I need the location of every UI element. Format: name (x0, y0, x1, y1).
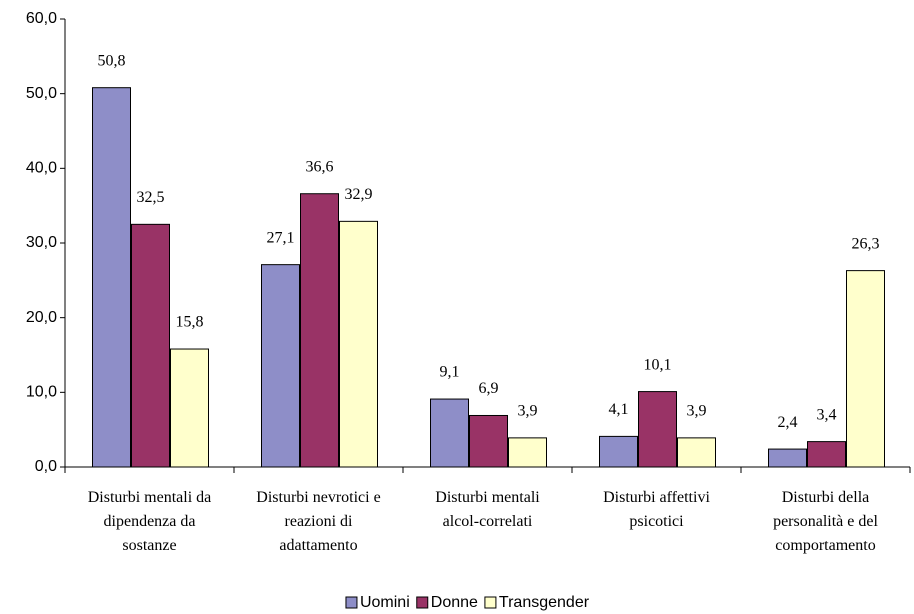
data-label: 10,1 (644, 356, 672, 373)
bar (846, 270, 885, 468)
legend-swatch (345, 596, 358, 609)
data-label: 27,1 (267, 229, 295, 246)
y-tick-label: 40,0 (26, 160, 57, 177)
x-tick-label: Disturbi affettivi psicotici (603, 489, 710, 530)
x-tick-label: Disturbi nevrotici e reazioni di adattamen… (256, 489, 380, 554)
bar (807, 441, 846, 468)
x-tick-label-line: psicotici (629, 513, 684, 530)
data-label: 6,9 (479, 380, 499, 397)
x-tick-label-line: Disturbi della (782, 489, 870, 506)
x-tick-label-line: alcol-correlati (443, 513, 533, 530)
data-label: 3,9 (687, 403, 707, 420)
bar (768, 448, 807, 468)
x-tick-label: Disturbi mentali alcol-correlati (435, 489, 540, 530)
legend-swatch (416, 596, 429, 609)
x-tick-label-line: comportamento (775, 537, 875, 554)
bar (300, 193, 339, 468)
legend-label: Uomini (360, 594, 410, 611)
x-tick-label-line: sostanze (122, 537, 176, 554)
data-label: 32,5 (137, 189, 165, 206)
x-tick-label: Disturbi mentali da dipendenza da sostanze (88, 489, 212, 554)
bar (469, 414, 508, 468)
legend-label: Donne (431, 594, 478, 611)
data-label: 50,8 (98, 52, 126, 69)
bar (677, 437, 716, 468)
y-tick-label: 20,0 (26, 309, 57, 326)
bar (92, 87, 131, 468)
x-tick-label-line: Disturbi affettivi (603, 489, 710, 506)
bar (131, 223, 170, 468)
data-label: 4,1 (609, 401, 629, 418)
bar (261, 264, 300, 468)
data-label: 26,3 (852, 235, 880, 252)
y-tick-label: 60,0 (26, 10, 57, 27)
data-label: 9,1 (440, 364, 460, 381)
x-tick-label-line: Disturbi mentali (435, 489, 540, 506)
x-tick-label-line: Disturbi mentali da (88, 489, 212, 506)
x-tick-label: Disturbi della personalità e del comportam… (773, 489, 878, 554)
bar (430, 398, 469, 468)
data-label: 32,9 (345, 186, 373, 203)
legend-label: Transgender (499, 594, 590, 611)
data-label: 36,6 (306, 158, 334, 175)
legend-swatch (484, 596, 497, 609)
data-label: 3,9 (518, 403, 538, 420)
x-tick-label-line: personalità e del (773, 513, 878, 530)
bar (638, 391, 677, 468)
x-tick-label-line: reazioni di (285, 513, 354, 530)
data-label: 2,4 (778, 414, 798, 431)
x-tick-label-line: Disturbi nevrotici e (256, 489, 380, 506)
data-label: 15,8 (176, 314, 204, 331)
y-tick-label: 50,0 (26, 85, 57, 102)
bar (508, 437, 547, 468)
y-tick-label: 30,0 (26, 234, 57, 251)
bar (339, 220, 378, 468)
y-tick-label: 0,0 (35, 458, 57, 475)
legend: Uomini Donne Transgender (345, 594, 590, 611)
bar (170, 348, 209, 468)
bar (599, 435, 638, 468)
x-tick-label-line: adattamento (279, 537, 357, 554)
data-label: 3,4 (817, 406, 837, 423)
y-tick-label: 10,0 (26, 384, 57, 401)
x-tick-label-line: dipendenza da (104, 513, 196, 530)
